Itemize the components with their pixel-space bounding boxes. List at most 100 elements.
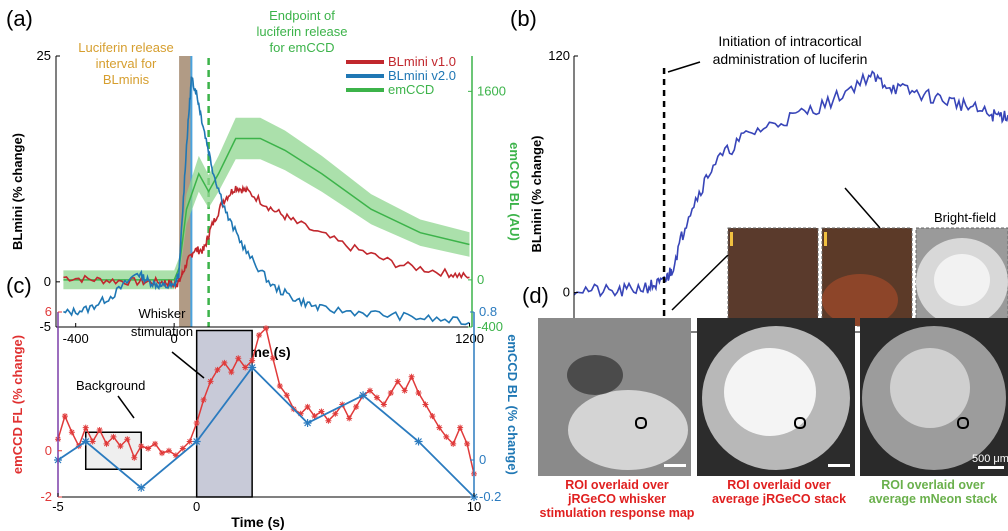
inset-label-brightfield: Bright-field (934, 210, 996, 225)
inset-glow (822, 274, 898, 326)
fl-point (332, 410, 339, 417)
fl-point (436, 424, 443, 431)
x-tick-label-a: -400 (63, 331, 89, 346)
fl-point (422, 401, 429, 408)
fl-point (152, 440, 159, 447)
annotation-line: stimulation (131, 324, 193, 339)
annotation-line: BLminis (103, 72, 150, 87)
fl-point (172, 452, 179, 459)
x-tick-label-c: 10 (467, 499, 481, 514)
scalebar-3 (978, 466, 1004, 469)
y-tick-label-a: 25 (37, 48, 51, 63)
x-tick-label-a: 1200 (455, 331, 484, 346)
scalebar-1 (664, 464, 686, 467)
annotation-line: Initiation of intracortical (718, 33, 861, 49)
chart-c: -5 0 10 -2 0 6 -0.2 0 0.8 emCCD FL (% change) em… (10, 304, 520, 530)
series-blmini-v1 (63, 184, 470, 290)
fl-point (457, 424, 464, 431)
fl-point (353, 403, 360, 410)
fl-point (89, 438, 96, 445)
fl-point (408, 373, 415, 380)
fl-point (207, 378, 214, 385)
fl-point (96, 426, 103, 433)
fl-point (297, 410, 304, 417)
bl-point (414, 437, 423, 446)
fl-point (346, 415, 353, 422)
annotation-line: Endpoint of (269, 8, 335, 23)
inset-colorbar-2 (824, 232, 827, 246)
scalebar-2 (828, 464, 850, 467)
roi-1 (635, 417, 647, 429)
y-tick-label-a: -5 (39, 319, 51, 334)
bl-point (248, 363, 257, 372)
xlabel-c: Time (s) (231, 514, 284, 530)
fl-point (82, 424, 89, 431)
x-tick-label-c: -5 (52, 499, 64, 514)
fl-point (304, 403, 311, 410)
annotation-pointer-b (667, 61, 701, 73)
fl-point (318, 408, 325, 415)
fl-point (401, 387, 408, 394)
fl-point (103, 440, 110, 447)
fl-point (464, 440, 471, 447)
y-tick-label-a: 0 (44, 274, 51, 289)
fl-point (165, 447, 172, 454)
y2-tick-label-a: 1600 (477, 83, 506, 98)
panel-d-images: 500 μm (538, 318, 1008, 476)
caption-mneon-stack: ROI overlaid over average mNeon stack (868, 478, 998, 506)
image-mneon-core (890, 348, 970, 428)
inset-brightfield-core (934, 254, 990, 306)
fl-point (450, 440, 457, 447)
fl-point (339, 401, 346, 408)
x-tick-label-c: 0 (193, 499, 200, 514)
image-response-bright (568, 390, 688, 470)
inset-arrow-1 (671, 254, 729, 311)
fl-point (61, 413, 68, 420)
fl-point (110, 433, 117, 440)
fl-point (186, 438, 193, 445)
bl-point (81, 437, 90, 446)
scalebar-label: 500 μm (972, 453, 1008, 465)
roi-2 (794, 417, 806, 429)
bl-point (137, 483, 146, 492)
fl-point (159, 450, 165, 457)
fl-point (429, 413, 436, 420)
fl-point (145, 445, 152, 452)
y2label-c: emCCD BL (% change) (505, 334, 520, 475)
fl-point (373, 394, 380, 401)
inset-arrow-2 (844, 187, 881, 229)
ylabel-c: emCCD FL (% change) (10, 335, 25, 474)
y2-tick-label-a: 0 (477, 272, 484, 287)
fl-point (221, 359, 228, 366)
fl-point (263, 325, 269, 332)
fl-point (193, 420, 200, 426)
bl-point (359, 391, 368, 400)
bl-point (303, 419, 312, 427)
fl-point (367, 387, 373, 394)
y2-tick-label-c: -0.2 (479, 489, 501, 504)
chart-b: 0360-200120 BLmini (% change) Time (s) I… (529, 33, 1008, 365)
caption-response-map: ROI overlaid over jRGeCO whisker stimulati… (539, 478, 695, 520)
image-jrgeco-core (724, 348, 816, 436)
background-pointer (117, 395, 135, 419)
annotation-line: administration of luciferin (713, 51, 868, 67)
fl-point (443, 433, 450, 440)
y2-tick-label-c: 0 (479, 452, 486, 467)
series-emccd-line (63, 137, 470, 281)
fl-point (325, 417, 332, 424)
fl-point (415, 389, 422, 396)
inset-colorbar-1 (730, 232, 733, 246)
annotation-line: luciferin release (256, 24, 347, 39)
fl-point (269, 355, 276, 362)
annotation-initiation: Initiation of intracortical administratio… (713, 33, 868, 67)
series-emccd-band (63, 117, 470, 290)
fl-point (138, 443, 145, 450)
fl-point (124, 436, 131, 443)
fl-point (387, 389, 394, 396)
fl-point (131, 454, 138, 461)
annotation-line: interval for (96, 56, 157, 71)
fl-point (214, 366, 221, 373)
